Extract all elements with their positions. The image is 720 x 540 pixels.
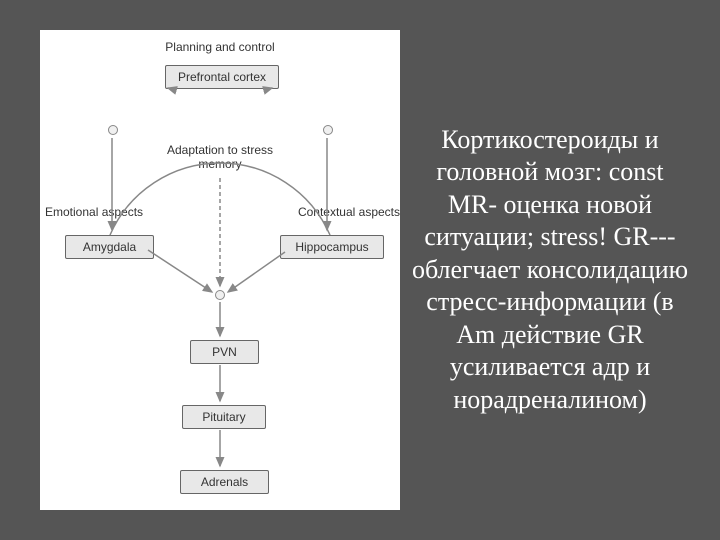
sidebar-text: Кортикостероиды и головной мозг: const M…: [410, 124, 690, 417]
label-planning: Planning and control: [150, 40, 290, 54]
arc-circle-left: [108, 125, 118, 135]
diagram-arrows: [40, 30, 400, 510]
label-emotional: Emotional aspects: [45, 205, 155, 219]
center-circle: [215, 290, 225, 300]
node-pituitary: Pituitary: [182, 405, 266, 429]
node-pvn: PVN: [190, 340, 259, 364]
node-adrenals: Adrenals: [180, 470, 269, 494]
text-panel: Кортикостероиды и головной мозг: const M…: [400, 0, 720, 540]
label-contextual: Contextual aspects: [280, 205, 400, 219]
node-hippocampus: Hippocampus: [280, 235, 384, 259]
label-adaptation: Adaptation to stress memory: [140, 143, 300, 171]
node-prefrontal: Prefrontal cortex: [165, 65, 279, 89]
node-amygdala: Amygdala: [65, 235, 154, 259]
diagram-panel: Planning and control Prefrontal cortex A…: [40, 30, 400, 510]
arc-circle-right: [323, 125, 333, 135]
